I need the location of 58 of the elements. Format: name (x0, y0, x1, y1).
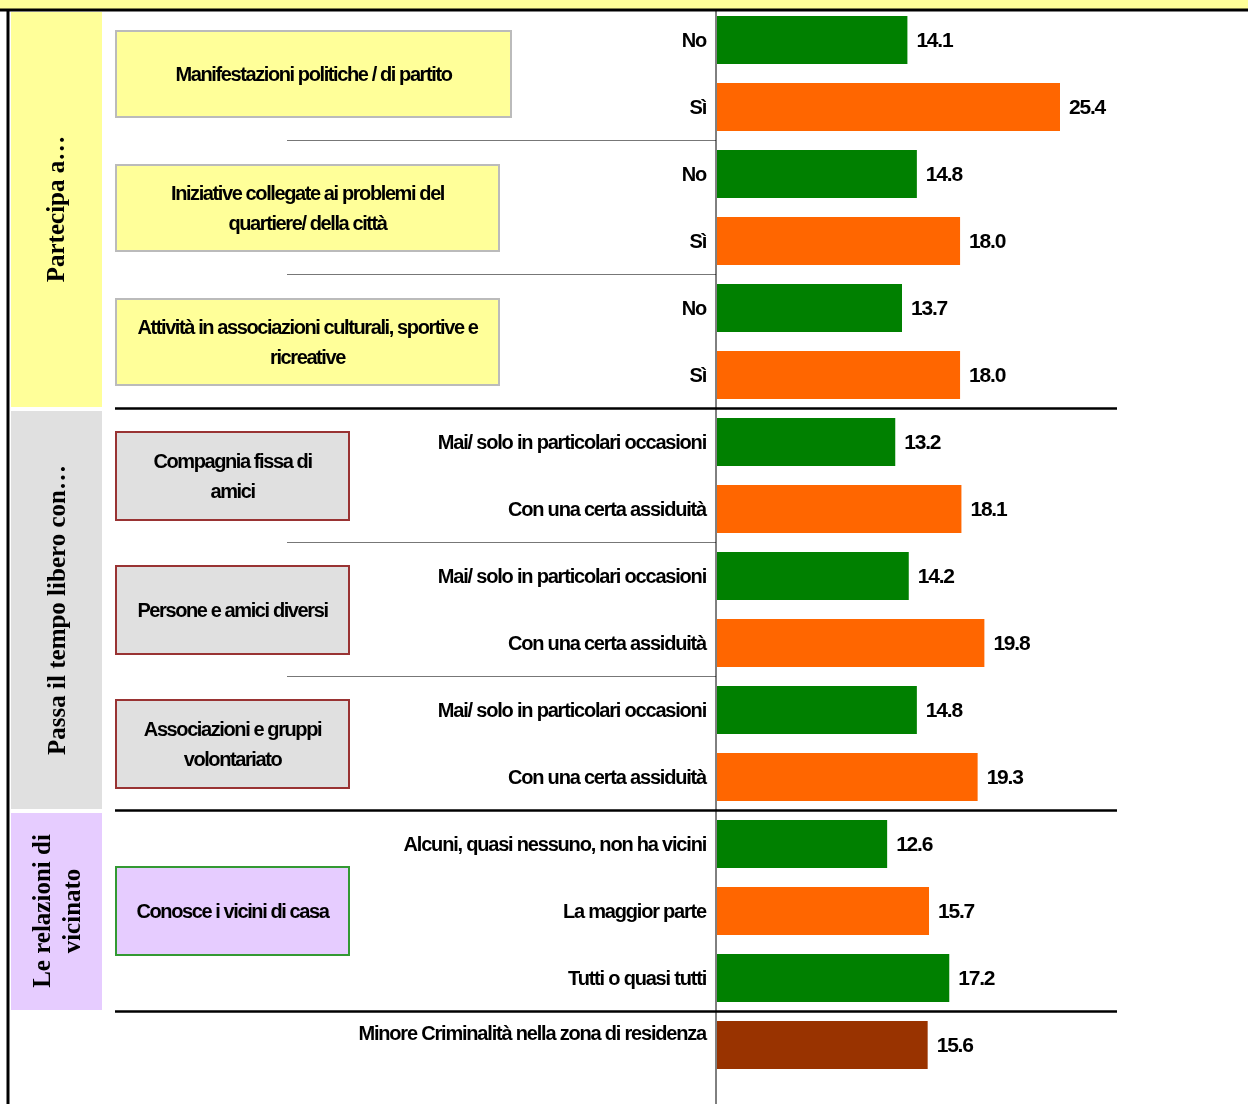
text: Passa il tempo libero con… (41, 464, 71, 755)
data-label: 14.8 (925, 698, 964, 721)
data-label: 19.3 (986, 765, 1024, 788)
text: Compagnia fissa di amici (115, 430, 350, 521)
bar (717, 552, 909, 600)
y-tick-label: Mai/ solo in particolari occasioni (436, 430, 706, 454)
y-tick-label: No (681, 297, 706, 319)
text: Partecipa a… (41, 136, 71, 283)
y-tick-label: Sì (688, 95, 706, 119)
bar (717, 150, 917, 198)
bar (717, 217, 961, 265)
text: Iniziative collegate ai problemi del quartiere/ della città (115, 163, 500, 252)
text: Attività in associazioni culturali, sportive e ricreative (115, 297, 500, 386)
bar (717, 1021, 928, 1069)
y-tick-label: Sì (689, 230, 706, 252)
y-tick-label: Con una certa assiduità (507, 631, 706, 655)
y-tick-label: No (681, 163, 706, 185)
text: Associazioni e gruppi volontariato (115, 698, 350, 789)
y-tick-label: Con una certa assiduità (507, 497, 706, 521)
bar (717, 83, 1060, 131)
y-tick-label: Tutti o quasi tutti (567, 966, 706, 990)
y-tick-label: Sì (689, 364, 706, 386)
bar (717, 485, 962, 533)
y-tick-label: Con una certa assiduità (507, 765, 706, 789)
data-label: 13.7 (911, 296, 948, 319)
bar (717, 954, 950, 1002)
bar (717, 887, 930, 935)
data-label: 12.6 (896, 832, 933, 855)
text: Le relazioni di vicinato (26, 833, 86, 990)
bar (717, 820, 888, 868)
y-tick-label: No (680, 28, 706, 52)
data-label: 17.2 (958, 966, 995, 989)
data-label: 13.2 (904, 430, 941, 453)
bar (717, 619, 985, 667)
bar (717, 284, 902, 332)
y-tick-label: Minore Criminalità nella zona di residenza (357, 1021, 706, 1045)
bar (717, 351, 961, 399)
bar (717, 753, 978, 801)
text: Persone e amici diversi (115, 564, 350, 655)
y-tick-label: Mai/ solo in particolari occasioni (436, 698, 706, 722)
data-label: 18.0 (969, 229, 1006, 252)
bar (717, 686, 917, 734)
data-label: 18.0 (969, 363, 1006, 386)
data-label: 14.8 (925, 162, 964, 185)
bar (717, 418, 896, 466)
y-tick-label: Alcuni, quasi nessuno, non ha vicini (402, 832, 706, 856)
bar (717, 16, 908, 64)
y-tick-label: La maggior parte (562, 900, 706, 922)
data-label: 14.2 (917, 564, 955, 587)
data-label: 18.1 (970, 497, 1009, 520)
text: Conosce i vicini di casa (115, 866, 350, 956)
y-tick-label: Mai/ solo in particolari occasioni (436, 564, 706, 588)
data-label: 25.4 (1069, 95, 1107, 118)
data-label: 15.6 (936, 1033, 974, 1056)
data-label: 15.7 (938, 899, 975, 922)
data-label: 19.8 (993, 631, 1031, 654)
text: Manifestazioni politiche / di partito (115, 29, 512, 118)
data-label: 14.1 (916, 28, 954, 51)
